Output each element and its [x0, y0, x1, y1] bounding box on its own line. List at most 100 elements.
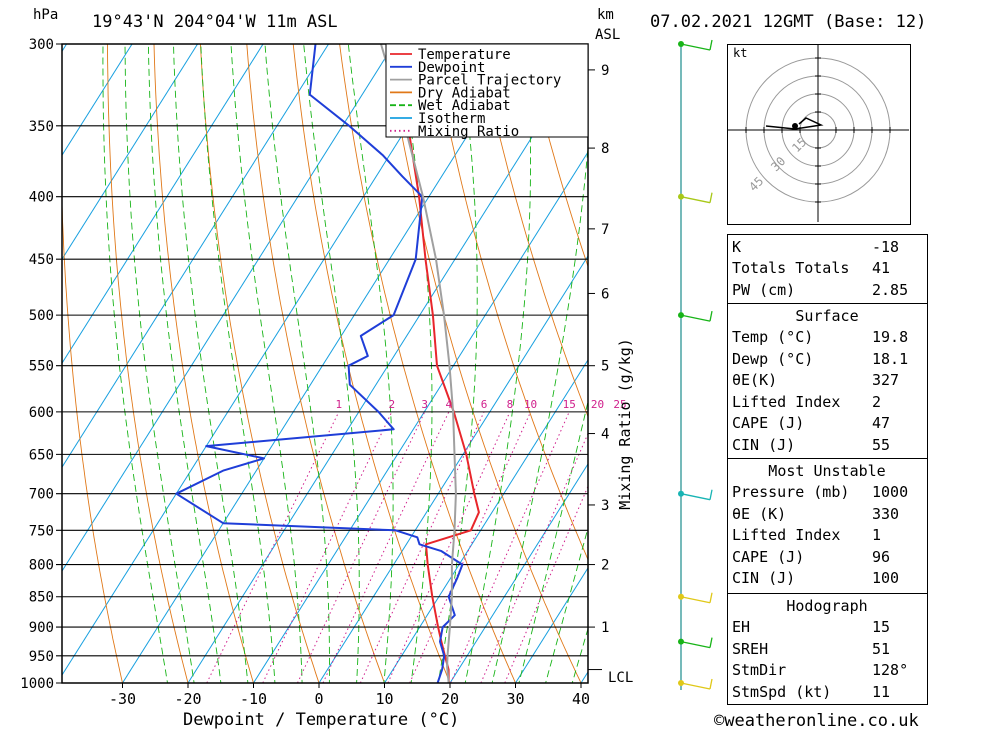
legend-box [385, 43, 589, 138]
mu-pressure-label: Pressure (mb) [732, 483, 850, 502]
plot-frame [61, 43, 589, 684]
temperature-tick-label: -20 [174, 690, 201, 708]
sreh-label: SREH [732, 639, 769, 658]
temperature-tick-label: 10 [375, 690, 393, 708]
isotherm-line [0, 44, 1, 683]
hodograph-unit: kt [733, 46, 748, 60]
hodograph-params-table: Hodograph EH 15 SREH 51 StmDir 128° StmSpd … [728, 595, 926, 703]
pressure-tick-label: 600 [29, 405, 54, 421]
k-index-value: -18 [872, 237, 900, 256]
km-tick-label: 6 [601, 286, 609, 302]
legend-item-label: Parcel Trajectory [418, 73, 561, 89]
temperature-series-line [389, 44, 480, 683]
dry-adiabat-line [62, 191, 123, 683]
temperature-tick-label: 0 [314, 690, 323, 708]
km-tick-label: 4 [601, 427, 609, 443]
wind-barb-feather [709, 637, 713, 648]
temperature-tick-label: -10 [240, 690, 267, 708]
pressure-tick-label: 500 [29, 308, 54, 324]
mu-li-value: 1 [872, 526, 882, 545]
legend-item-label: Wet Adiabat [418, 98, 511, 114]
wind-barb-shaft [680, 596, 711, 604]
wet-adiabat-line [464, 44, 531, 683]
isotherm-line [62, 44, 264, 365]
wind-barb-shaft [680, 314, 711, 322]
km-tick-label: 7 [601, 222, 609, 238]
mixing-ratio-value-label: 15 [563, 398, 576, 411]
isotherm-line [318, 255, 588, 683]
pressure-tick-label: 400 [29, 190, 54, 206]
surface-theta-e-label: θE(K) [732, 371, 778, 390]
temperature-tick-label: -30 [109, 690, 136, 708]
surface-cin-label: CIN (J) [732, 435, 796, 454]
mixing-ratio-line [480, 432, 588, 683]
lcl-label: LCL [608, 670, 634, 686]
indices-panel [727, 234, 928, 304]
hpa-unit-label: hPa [33, 7, 59, 23]
surface-temp-value: 19.8 [872, 328, 909, 347]
isotherm-line [515, 566, 588, 683]
wet-adiabat-line [437, 44, 478, 683]
isotherm-line [62, 44, 198, 261]
mixing-ratio-value-label: 25 [613, 398, 626, 411]
surface-table: Surface Temp (°C) 19.8 Dewp (°C) 18.1 θE(K… [728, 305, 926, 456]
km-tick-label: 8 [601, 141, 609, 157]
wet-adiabat-line [102, 44, 168, 683]
pressure-tick-label: 650 [29, 447, 54, 463]
wind-barb-shaft [680, 640, 711, 649]
temperature-tick-label: 30 [506, 690, 524, 708]
wet-adiabat-line [124, 44, 195, 683]
pressure-tick-label: 300 [29, 37, 54, 53]
dry-adiabat-line [432, 44, 588, 561]
hodograph-trace [765, 117, 824, 130]
wet-adiabat-line [399, 44, 433, 683]
mu-cape-value: 96 [872, 547, 891, 566]
km-unit-label: km [597, 7, 614, 23]
pressure-tick-label: 950 [29, 649, 54, 665]
most-unstable-panel [727, 458, 928, 594]
legend-item-label: Temperature [418, 47, 511, 63]
wet-adiabat-line [147, 44, 222, 683]
pressure-tick-label: 900 [29, 620, 54, 636]
pressure-tick-label: 550 [29, 359, 54, 375]
hodograph-panel: kt [727, 44, 911, 225]
x-axis-label: Dewpoint / Temperature (°C) [183, 710, 460, 730]
surface-li-value: 2 [872, 392, 882, 411]
dry-adiabat-line [246, 44, 385, 683]
legend-item-label: Isotherm [418, 111, 485, 127]
wind-barb-feather [709, 310, 713, 322]
mixing-ratio-line [262, 411, 393, 683]
dewpoint-series-line [175, 44, 464, 683]
surface-temp-label: Temp (°C) [732, 328, 814, 347]
mu-li-label: Lifted Index [732, 526, 841, 545]
dry-adiabat-line [199, 44, 320, 683]
km-tick-label: 1 [601, 620, 609, 636]
pressure-tick-label: 850 [29, 590, 54, 606]
temperature-tick-label: 40 [572, 690, 590, 708]
copyright-link[interactable]: ©weatheronline.co.uk [714, 711, 919, 731]
mu-cape-label: CAPE (J) [732, 547, 805, 566]
dry-adiabat-line [935, 26, 1000, 709]
mu-pressure-value: 1000 [872, 483, 909, 502]
dry-adiabat-line [339, 44, 516, 683]
stmspd-label: StmSpd (kt) [732, 682, 832, 701]
mixing-ratio-value-label: 3 [421, 398, 428, 411]
km-tick-label: 9 [601, 63, 609, 79]
dry-adiabat-line [292, 44, 451, 683]
isotherm-line [62, 44, 395, 573]
wind-barb-shaft [680, 196, 711, 204]
surface-panel [727, 303, 928, 459]
wet-adiabat-line [545, 526, 588, 683]
isotherm-line [187, 47, 588, 683]
wet-adiabat-line [347, 44, 394, 683]
wet-adiabat-line [173, 44, 249, 683]
temperature-tick-label: 20 [441, 690, 459, 708]
mixing-ratio-line [450, 411, 570, 683]
wind-barb-feather [709, 678, 713, 690]
isotherm-line [449, 463, 588, 683]
mu-cin-value: 100 [872, 569, 900, 588]
wind-barb-shaft [680, 682, 711, 690]
wind-barb-shaft [680, 493, 711, 501]
isotherm-line [62, 44, 460, 677]
